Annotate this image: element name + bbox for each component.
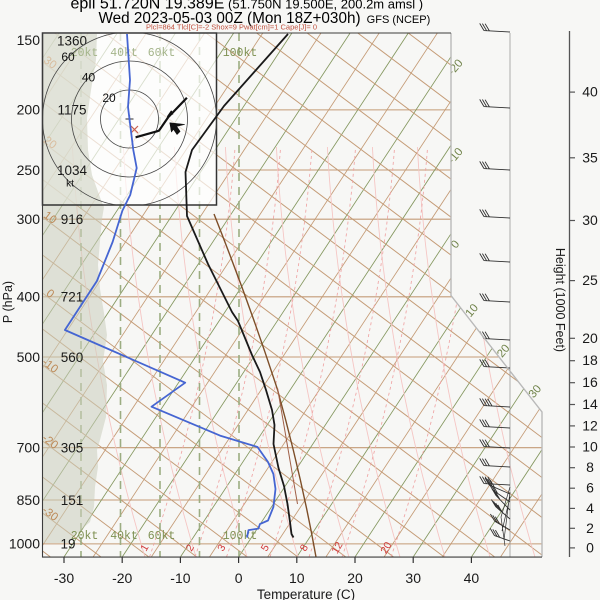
svg-text:35: 35 bbox=[582, 149, 598, 165]
svg-text:kt: kt bbox=[66, 179, 74, 190]
svg-text:30: 30 bbox=[582, 212, 598, 228]
svg-text:-30: -30 bbox=[54, 570, 74, 586]
svg-text:20: 20 bbox=[378, 540, 394, 556]
svg-text:916: 916 bbox=[61, 212, 84, 227]
svg-text:1000: 1000 bbox=[9, 536, 40, 552]
svg-text:200: 200 bbox=[17, 102, 41, 118]
svg-text:20kt: 20kt bbox=[71, 530, 99, 543]
svg-text:700: 700 bbox=[17, 440, 41, 456]
svg-text:Temperature (C): Temperature (C) bbox=[257, 587, 355, 600]
svg-text:400: 400 bbox=[17, 289, 41, 305]
svg-text:721: 721 bbox=[61, 290, 84, 305]
svg-text:300: 300 bbox=[17, 211, 41, 227]
svg-text:16: 16 bbox=[582, 374, 598, 390]
svg-text:1360: 1360 bbox=[57, 33, 87, 48]
svg-text:150: 150 bbox=[17, 32, 41, 48]
svg-text:40kt: 40kt bbox=[110, 530, 138, 543]
svg-text:40: 40 bbox=[464, 570, 480, 586]
svg-text:6: 6 bbox=[586, 480, 594, 496]
svg-text:60kt: 60kt bbox=[148, 47, 176, 60]
svg-text:20: 20 bbox=[347, 570, 363, 586]
svg-text:40: 40 bbox=[582, 84, 598, 100]
svg-text:12: 12 bbox=[329, 540, 345, 556]
svg-text:5: 5 bbox=[259, 542, 272, 553]
svg-text:30: 30 bbox=[527, 383, 544, 401]
svg-text:25: 25 bbox=[582, 272, 598, 288]
svg-text:8: 8 bbox=[298, 542, 311, 553]
svg-text:100kt: 100kt bbox=[223, 530, 258, 543]
svg-text:Plcl=864 Tlcl[C]=-2 Shox=9 Pwa: Plcl=864 Tlcl[C]=-2 Shox=9 Pwat[cm]=1 Ca… bbox=[146, 22, 317, 31]
svg-text:500: 500 bbox=[17, 349, 41, 365]
svg-text:3: 3 bbox=[215, 542, 228, 553]
svg-text:-20: -20 bbox=[112, 570, 132, 586]
svg-text:-10: -10 bbox=[170, 570, 190, 586]
svg-text:19: 19 bbox=[60, 537, 75, 552]
svg-text:850: 850 bbox=[17, 492, 41, 508]
svg-text:40kt: 40kt bbox=[110, 47, 138, 60]
svg-text:100kt: 100kt bbox=[223, 47, 258, 60]
svg-text:14: 14 bbox=[582, 396, 598, 412]
svg-text:10: 10 bbox=[464, 302, 481, 320]
svg-text:12: 12 bbox=[582, 417, 598, 433]
svg-text:20: 20 bbox=[582, 330, 598, 346]
svg-text:60kt: 60kt bbox=[148, 530, 176, 543]
svg-text:0: 0 bbox=[235, 570, 243, 586]
svg-text:20kt: 20kt bbox=[71, 47, 99, 60]
svg-text:18: 18 bbox=[582, 352, 598, 368]
svg-text:2: 2 bbox=[184, 542, 197, 553]
svg-text:1034: 1034 bbox=[57, 163, 88, 178]
svg-text:1: 1 bbox=[138, 542, 151, 553]
svg-text:0: 0 bbox=[586, 539, 594, 555]
svg-text:epll 51.720N 19.389E (51.750N: epll 51.720N 19.389E (51.750N 19.500E, 2… bbox=[71, 0, 424, 13]
svg-text:305: 305 bbox=[61, 441, 84, 456]
svg-text:Wed 2023-05-03 00Z (Mon 18Z+03: Wed 2023-05-03 00Z (Mon 18Z+030h) GFS (N… bbox=[99, 10, 431, 27]
svg-text:8: 8 bbox=[586, 459, 594, 475]
svg-text:20: 20 bbox=[102, 91, 116, 105]
svg-text:P (hPa): P (hPa) bbox=[1, 281, 15, 323]
svg-text:151: 151 bbox=[61, 493, 84, 508]
svg-text:560: 560 bbox=[61, 350, 84, 365]
svg-text:30: 30 bbox=[405, 570, 421, 586]
svg-text:2: 2 bbox=[586, 520, 594, 536]
svg-text:4: 4 bbox=[586, 500, 594, 516]
svg-text:60: 60 bbox=[61, 50, 75, 64]
svg-text:Height (1000 Feet): Height (1000 Feet) bbox=[553, 248, 567, 352]
svg-text:250: 250 bbox=[17, 162, 41, 178]
svg-text:10: 10 bbox=[582, 439, 598, 455]
svg-text:10: 10 bbox=[289, 570, 305, 586]
svg-text:40: 40 bbox=[82, 71, 96, 85]
